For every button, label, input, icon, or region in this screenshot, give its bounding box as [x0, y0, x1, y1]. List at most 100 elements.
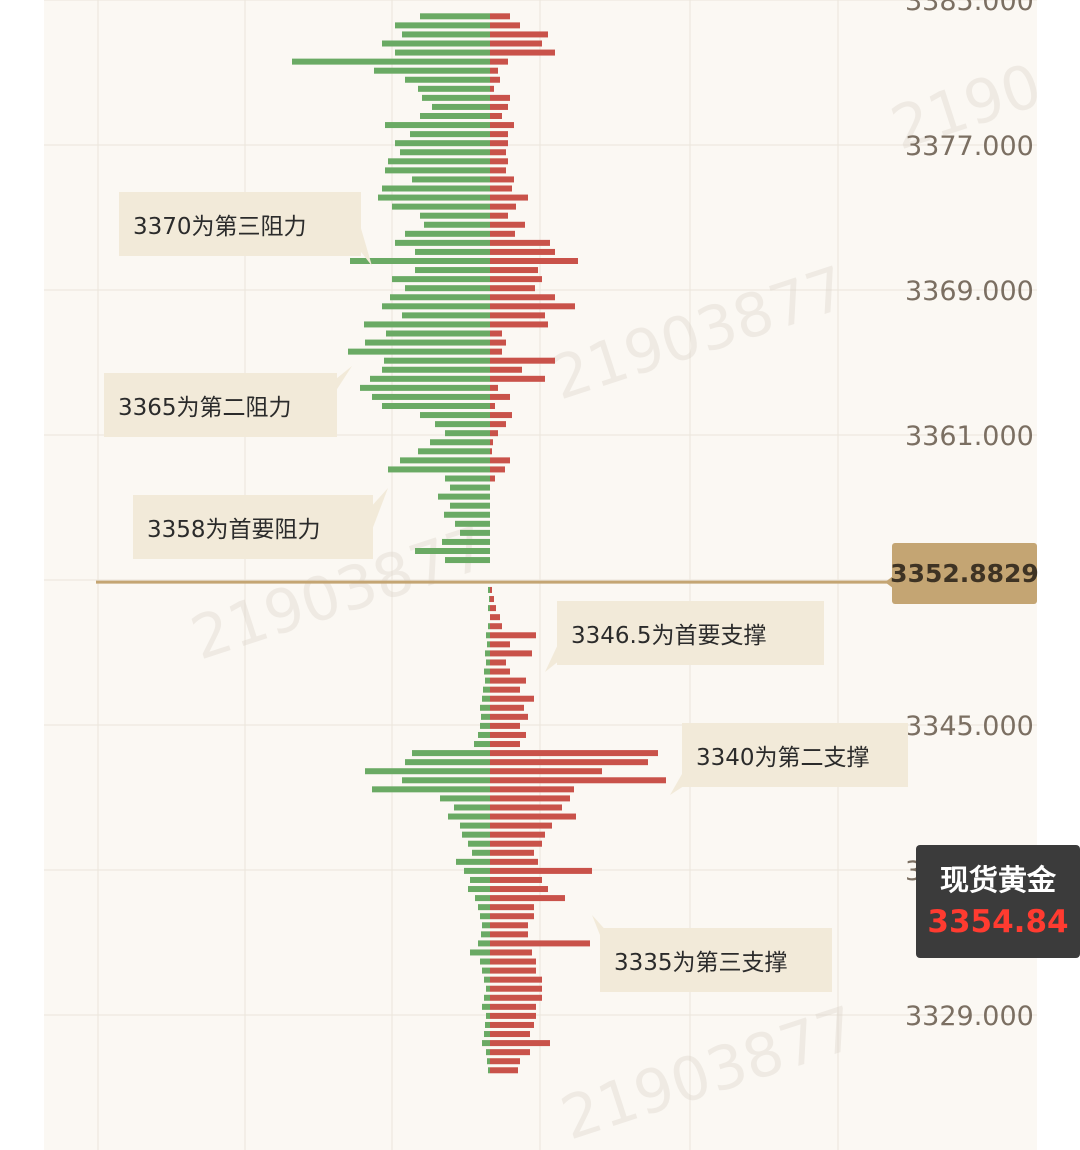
bar-green-below — [482, 967, 490, 974]
bar-red-above — [490, 475, 495, 482]
bar-red-below — [490, 813, 576, 820]
bar-green-above — [364, 321, 490, 328]
bar-red-below — [490, 867, 592, 874]
watermark: 21903877 — [543, 253, 855, 414]
bar-green-above — [460, 529, 490, 536]
bar-green-above — [400, 457, 490, 464]
bar-red-below — [490, 1040, 550, 1047]
bar-green-below — [478, 904, 490, 911]
bar-green-below — [486, 632, 490, 639]
bar-green-below — [470, 876, 490, 883]
bar-green-above — [292, 58, 490, 65]
bar-red-below — [490, 967, 536, 974]
bar-red-below — [490, 777, 666, 784]
bar-green-above — [418, 85, 490, 92]
bar-red-below — [490, 1031, 530, 1038]
bar-red-below — [490, 976, 542, 983]
bar-green-above — [420, 412, 490, 419]
bar-green-above — [405, 285, 490, 292]
bar-green-above — [385, 122, 490, 129]
bar-green-below — [486, 1049, 490, 1056]
bar-red-above — [490, 149, 506, 156]
bar-red-below — [490, 650, 532, 657]
bar-red-above — [490, 321, 548, 328]
bar-red-below — [490, 759, 648, 766]
bar-green-below — [372, 786, 490, 793]
bar-red-below — [490, 605, 496, 612]
bar-green-below — [478, 940, 490, 947]
bar-red-above — [490, 230, 515, 237]
annotation-first-resistance: 3358为首要阻力 — [133, 495, 373, 559]
bar-red-above — [490, 366, 522, 373]
bar-red-above — [490, 276, 542, 283]
bar-red-below — [490, 713, 528, 720]
bar-red-above — [490, 285, 535, 292]
bar-green-above — [365, 339, 490, 346]
y-tick-label: 3321.000 — [905, 1146, 1034, 1150]
bar-red-above — [490, 403, 495, 409]
bar-green-above — [445, 557, 490, 564]
bar-red-below — [490, 1012, 536, 1019]
bar-green-above — [415, 267, 490, 274]
bar-green-below — [489, 596, 490, 603]
bar-green-below — [484, 1031, 490, 1038]
bar-green-below — [468, 840, 490, 847]
bar-red-above — [490, 140, 508, 147]
bar-green-above — [395, 239, 490, 246]
bar-red-above — [490, 267, 538, 274]
bar-green-below — [488, 605, 490, 612]
bar-red-below — [490, 831, 545, 838]
bar-green-above — [384, 357, 490, 364]
y-tick-label: 3345.000 — [905, 711, 1034, 742]
y-tick-label: 3361.000 — [905, 421, 1034, 452]
bar-green-below — [485, 650, 490, 657]
bar-green-below — [488, 586, 490, 593]
y-tick-label: 3385.000 — [905, 0, 1034, 17]
bar-green-above — [382, 403, 490, 409]
annotation-third-resistance: 3370为第三阻力 — [119, 192, 361, 256]
bar-red-above — [490, 384, 498, 391]
bar-red-above — [490, 167, 506, 174]
bar-green-above — [450, 502, 490, 509]
bar-green-below — [402, 777, 490, 784]
bar-green-below — [440, 795, 490, 802]
bar-green-above — [378, 194, 490, 201]
bar-red-below — [490, 904, 534, 911]
bar-red-above — [490, 76, 500, 83]
bar-green-below — [486, 985, 490, 992]
bar-red-below — [490, 895, 565, 902]
bar-red-above — [490, 176, 514, 183]
bar-red-above — [490, 67, 498, 74]
bar-red-below — [490, 822, 552, 829]
bar-red-below — [490, 731, 526, 738]
bar-red-above — [490, 13, 510, 20]
bar-green-below — [412, 750, 490, 757]
bar-red-above — [490, 85, 494, 92]
bar-red-below — [490, 750, 658, 757]
bar-red-above — [490, 339, 506, 346]
watermark: 21903877 — [553, 993, 865, 1150]
spot-gold-widget[interactable]: 现货黄金 3354.84 — [916, 845, 1080, 958]
bar-red-below — [490, 804, 562, 811]
bar-green-below — [482, 695, 490, 702]
bar-green-above — [420, 13, 490, 20]
bar-green-below — [481, 931, 490, 938]
bar-green-above — [395, 22, 490, 29]
bar-green-below — [480, 722, 490, 729]
bar-red-above — [490, 49, 555, 56]
bar-red-below — [490, 659, 506, 666]
bar-red-below — [490, 1058, 520, 1065]
bar-green-above — [455, 520, 490, 527]
bar-green-above — [424, 221, 490, 228]
bar-red-above — [490, 248, 555, 255]
bar-red-above — [490, 221, 525, 228]
y-tick-label: 3369.000 — [905, 276, 1034, 307]
bar-green-above — [445, 475, 490, 482]
bar-green-above — [422, 94, 490, 101]
bar-green-above — [390, 294, 490, 301]
bar-red-below — [490, 985, 542, 992]
bar-green-above — [385, 167, 490, 174]
bar-red-above — [490, 448, 492, 455]
bar-red-above — [490, 194, 528, 201]
bar-green-below — [482, 922, 490, 929]
